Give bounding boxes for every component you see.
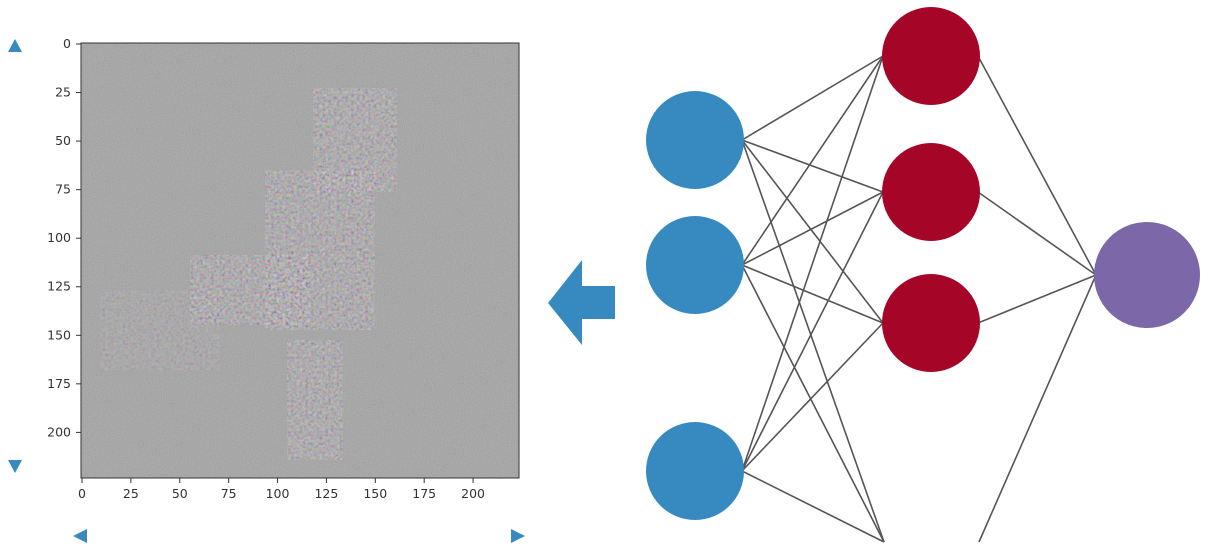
network-edge xyxy=(741,139,885,543)
x-tick-label: 200 xyxy=(461,486,485,501)
hidden-node xyxy=(882,274,980,372)
network-edge xyxy=(741,191,884,472)
hidden-node xyxy=(882,143,980,241)
x-axis: 0 25 50 75 100 125 150 175 200 xyxy=(78,478,485,501)
y-axis: 0 25 50 75 100 125 150 175 200 xyxy=(47,36,81,439)
network-edge xyxy=(741,264,884,324)
network-edge xyxy=(741,55,884,266)
y-tick-label: 150 xyxy=(47,327,71,342)
input-node xyxy=(646,216,744,314)
x-tick-label: 150 xyxy=(363,486,387,501)
network-nodes xyxy=(646,7,1200,520)
network-edge xyxy=(741,139,884,324)
network-edge xyxy=(741,55,884,141)
y-tick-label: 50 xyxy=(55,133,71,148)
network-edge xyxy=(741,470,885,543)
output-node xyxy=(1094,222,1200,328)
y-tick-label: 175 xyxy=(47,376,71,391)
network-edge xyxy=(977,274,1097,324)
arrow-left-icon xyxy=(548,260,615,345)
network-edge xyxy=(977,55,1097,276)
input-node xyxy=(646,91,744,189)
x-tick-label: 125 xyxy=(314,486,338,501)
x-tick-label: 175 xyxy=(412,486,436,501)
y-tick-label: 75 xyxy=(55,182,71,197)
y-tick-label: 25 xyxy=(55,85,71,100)
y-tick-label: 200 xyxy=(47,424,71,439)
x-tick-label: 75 xyxy=(221,486,237,501)
y-tick-label: 0 xyxy=(63,36,71,51)
hidden-node xyxy=(882,7,980,105)
network-edge xyxy=(978,274,1097,543)
scroll-right-icon[interactable] xyxy=(511,529,525,543)
x-tick-label: 50 xyxy=(172,486,188,501)
scroll-down-icon[interactable] xyxy=(8,460,22,473)
network-edge xyxy=(977,191,1097,276)
plot-frame xyxy=(80,42,520,479)
scroll-up-icon[interactable] xyxy=(8,39,22,52)
network-edge xyxy=(741,191,884,266)
network-edges xyxy=(741,55,1097,543)
network-edge xyxy=(741,322,884,472)
scroll-left-icon[interactable] xyxy=(73,529,87,543)
saliency-noise-texture xyxy=(81,43,519,478)
y-tick-label: 100 xyxy=(47,230,71,245)
x-tick-label: 0 xyxy=(78,486,86,501)
neural-network-diagram xyxy=(646,7,1200,543)
network-edge xyxy=(741,139,884,193)
x-tick-label: 100 xyxy=(266,486,290,501)
network-edge xyxy=(741,264,885,543)
network-edge xyxy=(741,55,884,472)
input-node xyxy=(646,422,744,520)
saliency-map-plot: 0 25 50 75 100 125 150 175 200 0 25 50 75 100 125 150 1… xyxy=(47,36,520,501)
x-tick-label: 25 xyxy=(123,486,139,501)
y-tick-label: 125 xyxy=(47,279,71,294)
